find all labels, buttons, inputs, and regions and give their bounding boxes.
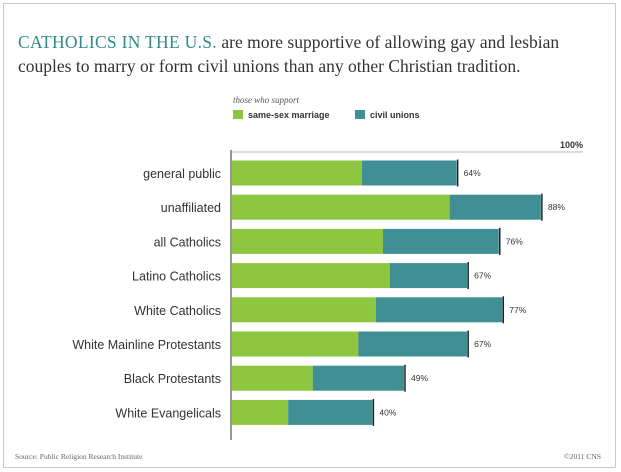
- bar-civil-unions-unaffiliated: [449, 194, 541, 220]
- source-note: Source: Public Religion Research Institu…: [15, 452, 143, 461]
- category-label-black-protestants: Black Protestants: [124, 372, 221, 386]
- total-label-all-catholics: 76%: [506, 236, 523, 246]
- legend-title: those who support: [233, 95, 300, 105]
- axis-max-label: 100%: [560, 140, 583, 150]
- legend-swatch-civil-unions: [355, 110, 365, 119]
- bar-same-sex-marriage-black-protestants: [232, 365, 313, 391]
- category-label-white-catholics: White Catholics: [134, 304, 221, 318]
- bar-civil-unions-white-catholics: [375, 297, 503, 323]
- bar-civil-unions-white-mainline-protestants: [358, 331, 468, 357]
- bar-civil-unions-general-public: [361, 160, 457, 186]
- total-label-general-public: 64%: [464, 168, 481, 178]
- credit-note: ©2011 CNS: [564, 452, 601, 461]
- chart-headline: CATHOLICS IN THE U.S. are more supportiv…: [18, 30, 608, 78]
- category-label-unaffiliated: unaffiliated: [161, 201, 221, 215]
- headline-text: are more supportive of allowing gay and …: [18, 32, 560, 76]
- bar-civil-unions-black-protestants: [312, 365, 404, 391]
- bars-layer: general public 64% unaffiliated 88% all Cath…: [72, 159, 565, 426]
- category-label-all-catholics: all Catholics: [154, 235, 221, 249]
- legend-label-civil-unions: civil unions: [370, 110, 420, 120]
- bar-same-sex-marriage-unaffiliated: [232, 194, 450, 220]
- bar-same-sex-marriage-white-catholics: [232, 297, 376, 323]
- total-label-white-evangelicals: 40%: [379, 407, 396, 417]
- headline-lead: CATHOLICS IN THE U.S.: [18, 32, 217, 52]
- category-label-white-mainline-protestants: White Mainline Protestants: [72, 338, 221, 352]
- legend-swatch-same-sex-marriage: [233, 110, 243, 119]
- total-label-black-protestants: 49%: [411, 373, 428, 383]
- category-label-white-evangelicals: White Evangelicals: [115, 406, 221, 420]
- total-label-unaffiliated: 88%: [548, 202, 565, 212]
- bar-same-sex-marriage-white-evangelicals: [232, 399, 289, 425]
- bar-civil-unions-all-catholics: [382, 228, 499, 254]
- bar-same-sex-marriage-general-public: [232, 160, 362, 186]
- category-label-general-public: general public: [143, 167, 221, 181]
- total-label-latino-catholics: 67%: [474, 271, 491, 281]
- bar-same-sex-marriage-latino-catholics: [232, 263, 390, 289]
- total-label-white-catholics: 77%: [509, 305, 526, 315]
- bar-civil-unions-latino-catholics: [389, 263, 468, 289]
- bar-same-sex-marriage-all-catholics: [232, 228, 383, 254]
- bar-civil-unions-white-evangelicals: [288, 399, 373, 425]
- bar-same-sex-marriage-white-mainline-protestants: [232, 331, 359, 357]
- legend: those who support same-sex marriage civi…: [233, 95, 420, 120]
- legend-label-same-sex-marriage: same-sex marriage: [248, 110, 330, 120]
- category-label-latino-catholics: Latino Catholics: [132, 270, 221, 284]
- total-label-white-mainline-protestants: 67%: [474, 339, 491, 349]
